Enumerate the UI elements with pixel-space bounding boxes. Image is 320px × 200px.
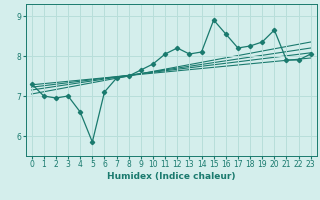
- X-axis label: Humidex (Indice chaleur): Humidex (Indice chaleur): [107, 172, 236, 181]
